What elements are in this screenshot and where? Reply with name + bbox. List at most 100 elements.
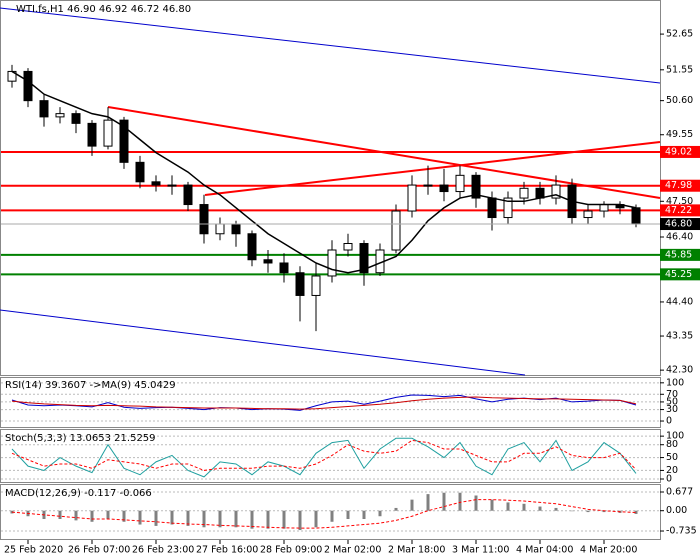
y-tick-label: 100: [666, 377, 684, 388]
indicator-line: [11, 437, 637, 478]
y-tick-label: 30: [666, 404, 678, 415]
plot-layer: 52.65 51.55 50.60 49.55 47.50 46.40 44.40 43.35…: [1, 29, 700, 556]
candle-body: [631, 207, 641, 225]
y-tick-label: 47.50: [666, 196, 693, 207]
histogram-bar: [490, 499, 494, 511]
histogram-bar: [570, 510, 574, 512]
histogram-bar: [346, 510, 350, 519]
candle-body: [199, 204, 209, 235]
x-tick-label: 4 Mar 04:00: [516, 545, 573, 556]
histogram-bar: [90, 510, 94, 522]
histogram-bar: [378, 510, 382, 517]
candle-body: [535, 187, 545, 199]
level-label: 45.85: [665, 249, 692, 260]
histogram-bar: [186, 510, 190, 526]
macd-frame: [0, 484, 661, 540]
y-tick-label: 50.60: [666, 95, 693, 106]
histogram-bar: [58, 510, 62, 519]
level-label: 47.22: [665, 205, 692, 216]
histogram-bar: [538, 506, 542, 511]
x-tick-label: 26 Feb 07:00: [68, 545, 130, 556]
y-tick-label: 0.677: [666, 486, 693, 497]
signal-line: [11, 499, 637, 529]
x-tick-label: 2 Mar 02:00: [324, 545, 381, 556]
histogram-bar: [506, 502, 510, 511]
histogram-bar: [218, 510, 222, 528]
chart-title: WTI.fs,H1 46.90 46.92 46.72 46.80: [16, 4, 191, 15]
candle-body: [407, 184, 417, 212]
candle-body: [119, 119, 129, 163]
channel-line: [0, 7, 661, 84]
x-tick-label: 25 Feb 2020: [4, 545, 63, 556]
candle-body: [215, 223, 225, 235]
candle-body: [295, 272, 305, 296]
histogram-bar: [266, 510, 270, 529]
histogram-bar: [298, 510, 302, 531]
histogram-bar: [202, 510, 206, 528]
histogram-bar: [282, 510, 286, 529]
y-tick-label: 42.30: [666, 365, 693, 376]
histogram-bar: [410, 499, 414, 511]
candle-body: [247, 233, 257, 261]
candle-body: [359, 243, 369, 274]
histogram-bar: [522, 503, 526, 511]
stoch-title: Stoch(5,3,3) 13.0653 21.5259: [5, 433, 156, 444]
y-tick-label: 0: [666, 416, 672, 427]
histogram-bar: [138, 510, 142, 525]
macd-title: MACD(12,26,9) -0.117 -0.066: [5, 488, 152, 499]
indicator-line: [11, 439, 637, 471]
x-tick-label: 2 Mar 18:00: [388, 545, 445, 556]
candle-body: [167, 184, 177, 187]
histogram-bar: [234, 510, 238, 528]
histogram-bar: [314, 510, 318, 528]
histogram-bar: [10, 510, 14, 514]
y-tick-label: 49.55: [666, 129, 693, 140]
level-label: 49.02: [665, 146, 692, 157]
histogram-bar: [394, 507, 398, 511]
candle-body: [39, 100, 49, 118]
candle-body: [23, 70, 33, 102]
histogram-bar: [474, 495, 478, 511]
candle-body: [71, 113, 81, 124]
x-tick-label: 3 Mar 11:00: [452, 545, 509, 556]
y-tick-label: 100: [666, 431, 684, 442]
y-tick-label: -0.735: [666, 526, 697, 537]
y-tick-label: 70: [666, 389, 678, 400]
level-label-box: [660, 145, 700, 158]
histogram-bar: [634, 510, 638, 514]
candle-body: [151, 181, 161, 186]
histogram-bar: [122, 510, 126, 522]
histogram-bar: [330, 510, 334, 522]
level-label-box: [660, 179, 700, 192]
candle-body: [103, 119, 113, 147]
stoch-frame: [0, 429, 661, 483]
histogram-bar: [458, 492, 462, 511]
candle-body: [551, 184, 561, 199]
candle-body: [135, 161, 145, 183]
candle-body: [423, 184, 433, 187]
last-price-label: 46.80: [665, 219, 692, 230]
candle-body: [87, 122, 97, 147]
histogram-bar: [74, 510, 78, 521]
y-tick-label: 44.40: [666, 296, 693, 307]
candle-body: [439, 184, 449, 193]
level-label-box: [660, 204, 700, 217]
y-tick-label: 51.55: [666, 64, 693, 75]
histogram-bar: [362, 510, 366, 519]
indicator-line: [11, 396, 637, 410]
moving-average: [11, 70, 637, 274]
candle-body: [279, 262, 289, 274]
last-price-box: [660, 218, 700, 231]
candle-body: [55, 113, 65, 118]
candle-body: [391, 210, 401, 251]
channel-line: [0, 309, 526, 376]
candle-body: [311, 275, 321, 296]
y-tick-label: 50: [666, 396, 678, 407]
y-tick-label: 0: [666, 474, 672, 485]
x-tick-label: 26 Feb 23:00: [132, 545, 194, 556]
y-tick-label: 46.40: [666, 232, 693, 243]
rsi-title: RSI(14) 39.3607 ->MA(9) 45.0429: [5, 380, 176, 391]
level-label-box: [660, 268, 700, 281]
y-tick-label: 20: [666, 465, 678, 476]
histogram-bar: [426, 494, 430, 511]
